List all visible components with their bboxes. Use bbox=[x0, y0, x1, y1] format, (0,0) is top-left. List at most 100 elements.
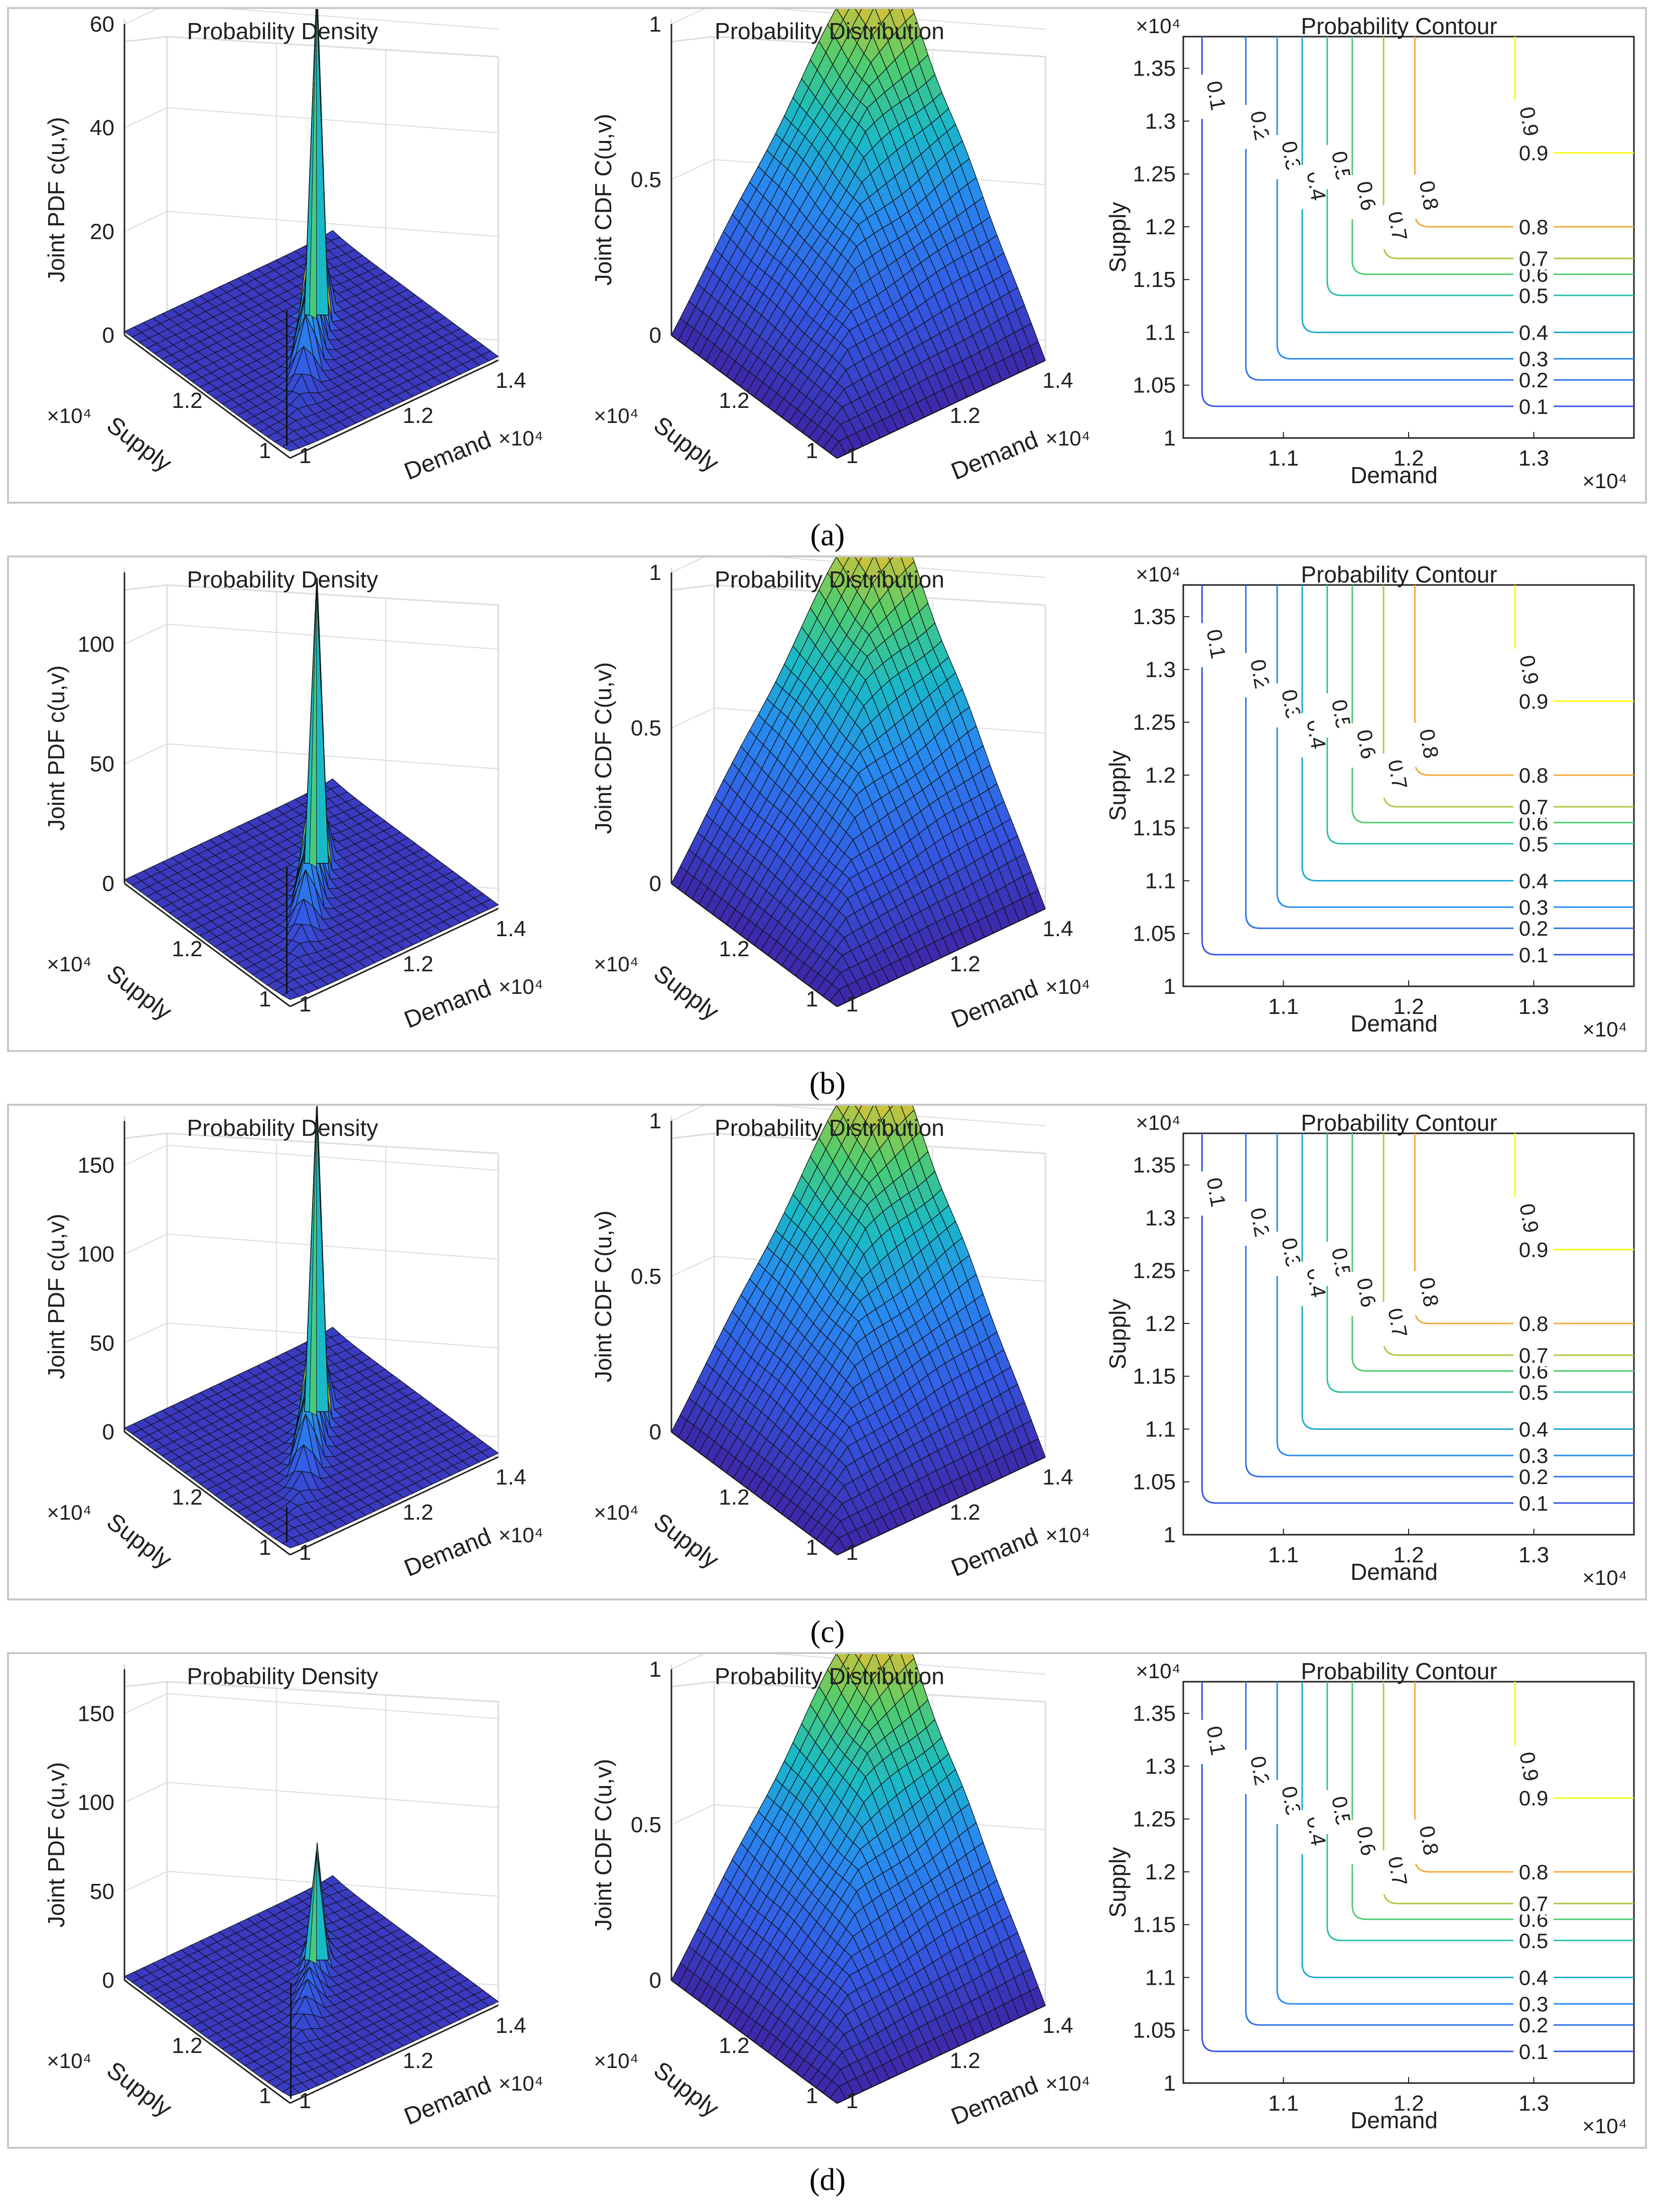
y-exponent: ×10⁴ bbox=[1045, 975, 1090, 998]
label-bg bbox=[1264, 135, 1291, 179]
label-bg bbox=[1289, 1262, 1315, 1306]
contour-line bbox=[1276, 37, 1634, 360]
y-tick-label: 1 bbox=[1164, 2071, 1176, 2096]
y-tick-label: 1.3 bbox=[1145, 109, 1176, 133]
contour-label: 0.1 bbox=[1202, 628, 1230, 661]
label-bg bbox=[1513, 1465, 1554, 1488]
label-bg bbox=[1314, 693, 1340, 738]
y-tick-label: 1.2 bbox=[1145, 763, 1176, 788]
x-tick-label: 1.1 bbox=[1268, 446, 1299, 471]
grid-line bbox=[167, 624, 499, 650]
grid-line bbox=[124, 107, 168, 128]
y-exponent: ×10⁴ bbox=[498, 2072, 543, 2095]
y-axis-label: Demand bbox=[400, 2072, 495, 2130]
y-tick-label: 1.25 bbox=[1133, 1807, 1176, 1832]
contour-label: 0.9 bbox=[1515, 1750, 1543, 1783]
contour-line bbox=[1351, 37, 1634, 275]
grid-line bbox=[124, 1681, 168, 1688]
contour-label: 0.9 bbox=[1515, 653, 1543, 686]
contour-line bbox=[1245, 1682, 1634, 2026]
contour-label: 0.2 bbox=[1519, 368, 1548, 392]
grid-line bbox=[167, 1681, 499, 1703]
y-tick-label: 1.4 bbox=[495, 917, 526, 941]
grid-line bbox=[671, 707, 715, 728]
y-tick-label: 1.2 bbox=[402, 2048, 433, 2073]
contour-plot: Probability Contour×10⁴×10⁴DemandSupply1… bbox=[1105, 561, 1635, 1041]
label-bg bbox=[1513, 1344, 1554, 1367]
x-tick-label: 1.3 bbox=[1519, 994, 1549, 1019]
label-bg bbox=[1264, 1780, 1291, 1824]
x-tick-label: 1 bbox=[806, 2084, 818, 2108]
label-bg bbox=[1314, 145, 1340, 189]
z-tick-label: 100 bbox=[78, 632, 114, 657]
contour-line bbox=[1301, 585, 1634, 881]
contour-label: 0.8 bbox=[1519, 215, 1548, 239]
label-bg bbox=[1402, 174, 1428, 219]
label-bg bbox=[1513, 869, 1554, 892]
contour-line bbox=[1276, 1133, 1634, 1456]
label-bg bbox=[1513, 1860, 1554, 1883]
x-tick-label: 1 bbox=[806, 1535, 818, 1560]
contour-line bbox=[1301, 37, 1634, 333]
contour-line bbox=[1351, 585, 1634, 824]
grid-line bbox=[124, 1233, 168, 1255]
grid-line bbox=[671, 36, 715, 43]
contour-label: 0.4 bbox=[1519, 1966, 1548, 1989]
panel-caption: (c) bbox=[810, 1615, 845, 1649]
y-tick-label: 1.05 bbox=[1133, 1470, 1176, 1495]
y-exponent: ×10⁴ bbox=[1136, 14, 1180, 38]
grid-line bbox=[124, 1132, 168, 1139]
label-bg bbox=[1513, 1993, 1554, 2015]
y-exponent: ×10⁴ bbox=[498, 1523, 543, 1547]
y-tick-label: 1 bbox=[299, 444, 311, 468]
contour-line bbox=[1245, 585, 1634, 929]
z-tick-label: 1 bbox=[649, 12, 661, 37]
y-axis-label: Demand bbox=[400, 426, 495, 485]
y-axis-line bbox=[290, 2004, 499, 2104]
label-bg bbox=[1232, 105, 1259, 149]
label-bg bbox=[1339, 723, 1365, 768]
y-exponent: ×10⁴ bbox=[1136, 1111, 1180, 1134]
grid-line bbox=[671, 1654, 705, 1670]
x-tick-label: 1.3 bbox=[1519, 1543, 1549, 1567]
z-tick-label: 100 bbox=[78, 1791, 114, 1815]
x-axis-label: Supply bbox=[649, 1508, 724, 1574]
label-bg bbox=[1232, 1202, 1259, 1246]
y-exponent: ×10⁴ bbox=[1136, 562, 1180, 586]
x-tick-label: 1.2 bbox=[1393, 2091, 1424, 2116]
x-axis-label: Supply bbox=[102, 2056, 177, 2122]
label-bg bbox=[1402, 1271, 1428, 1315]
y-tick-label: 1.05 bbox=[1133, 2018, 1176, 2043]
y-tick-label: 1.2 bbox=[402, 1500, 433, 1525]
label-bg bbox=[1513, 943, 1554, 966]
z-axis-label: Joint PDF c(u,v) bbox=[43, 1762, 69, 1928]
y-tick-label: 1.2 bbox=[1145, 1311, 1176, 1336]
x-tick-label: 1.1 bbox=[1268, 2091, 1299, 2116]
figure-panel: 0 50 100 150 Probability Density Joint PDF c(… bbox=[7, 1104, 1647, 1600]
contour-label: 0.9 bbox=[1519, 141, 1548, 165]
y-tick-label: 1.25 bbox=[1133, 710, 1176, 735]
z-tick-label: 150 bbox=[78, 1153, 114, 1178]
z-axis-label: Joint PDF c(u,v) bbox=[43, 1214, 69, 1379]
subplot-title: Probability Distribution bbox=[715, 18, 944, 44]
label-bg bbox=[1370, 1302, 1397, 1346]
contour-label: 0.1 bbox=[1519, 943, 1548, 967]
z-tick-label: 0 bbox=[102, 323, 114, 348]
y-axis-label: Supply bbox=[1105, 1847, 1131, 1918]
contour-plot: Probability Contour×10⁴×10⁴DemandSupply1… bbox=[1105, 1658, 1635, 2138]
x-tick-label: 1.2 bbox=[1393, 446, 1424, 471]
z-axis-label: Joint PDF c(u,v) bbox=[43, 665, 69, 831]
z-tick-label: 0 bbox=[102, 1420, 114, 1444]
contour-label: 0.4 bbox=[1519, 1417, 1548, 1441]
y-axis-line bbox=[290, 1456, 499, 1556]
pdf-peak-face bbox=[309, 1107, 317, 1416]
surface-patch bbox=[830, 2086, 847, 2104]
label-bg bbox=[1513, 215, 1554, 238]
subplot-title: Probability Density bbox=[187, 566, 378, 593]
subplot-title: Probability Distribution bbox=[715, 1663, 944, 1689]
grid-line bbox=[124, 1322, 168, 1344]
x-axis-line bbox=[124, 882, 291, 1007]
surface-patch bbox=[830, 989, 847, 1007]
